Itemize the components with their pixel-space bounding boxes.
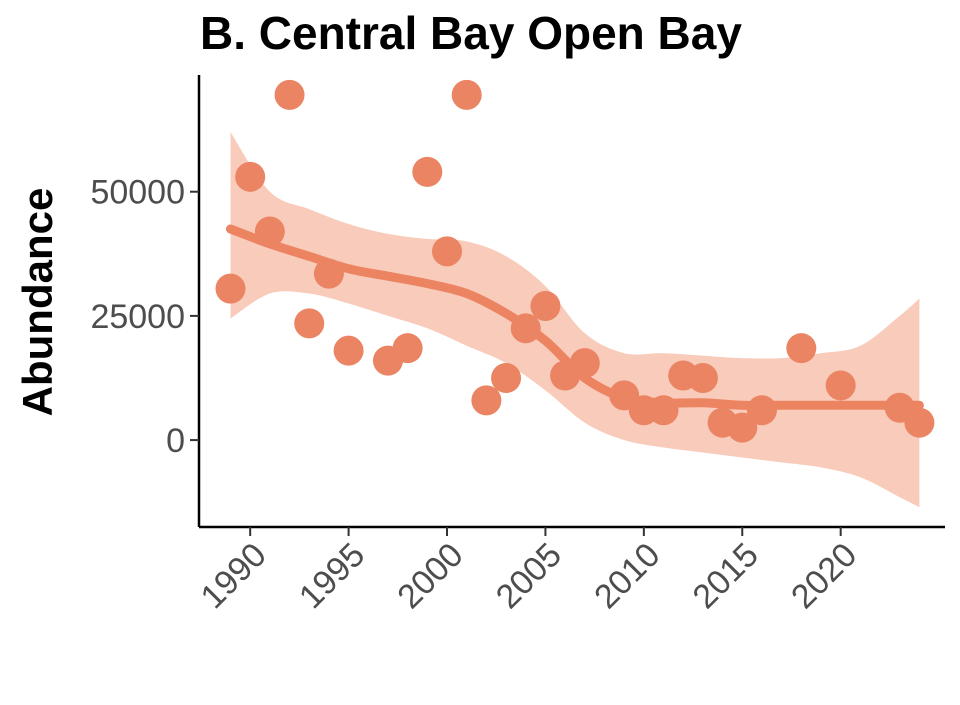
data-point xyxy=(412,156,443,187)
data-point xyxy=(648,395,679,426)
confidence-ribbon xyxy=(230,132,920,508)
data-point xyxy=(510,313,541,344)
chart-title: B. Central Bay Open Bay xyxy=(200,7,742,59)
data-point xyxy=(904,407,935,438)
y-tick-label: 50000 xyxy=(90,174,185,212)
data-point xyxy=(313,258,344,289)
data-points xyxy=(215,79,935,443)
data-point xyxy=(471,385,502,416)
x-tick-label: 1995 xyxy=(292,536,372,616)
data-point xyxy=(687,362,718,393)
x-tick-label: 2010 xyxy=(587,536,667,616)
data-point xyxy=(215,273,246,304)
data-point xyxy=(432,236,463,267)
data-point xyxy=(746,395,777,426)
y-tick-label: 0 xyxy=(166,422,185,460)
data-point xyxy=(254,216,285,247)
data-point xyxy=(333,335,364,366)
y-tick-label: 25000 xyxy=(90,298,185,336)
data-point xyxy=(786,333,817,364)
x-tick-label: 2005 xyxy=(489,536,569,616)
x-tick-label: 2000 xyxy=(390,536,470,616)
data-point xyxy=(491,362,522,393)
x-axis-ticks: 1990 1995 2000 2005 2010 2015 2020 xyxy=(193,527,864,616)
data-point xyxy=(451,79,482,110)
data-point xyxy=(274,79,305,110)
data-point xyxy=(530,290,561,321)
data-point xyxy=(825,370,856,401)
y-axis-ticks: 0 25000 50000 xyxy=(90,174,199,460)
data-point xyxy=(392,333,423,364)
data-point xyxy=(235,161,266,192)
data-point xyxy=(294,308,325,339)
y-axis-title: Abundance xyxy=(14,188,61,417)
x-tick-label: 2020 xyxy=(784,536,864,616)
x-tick-label: 2015 xyxy=(686,536,766,616)
data-point xyxy=(727,412,758,443)
x-tick-label: 1990 xyxy=(193,536,273,616)
data-point xyxy=(569,348,600,379)
